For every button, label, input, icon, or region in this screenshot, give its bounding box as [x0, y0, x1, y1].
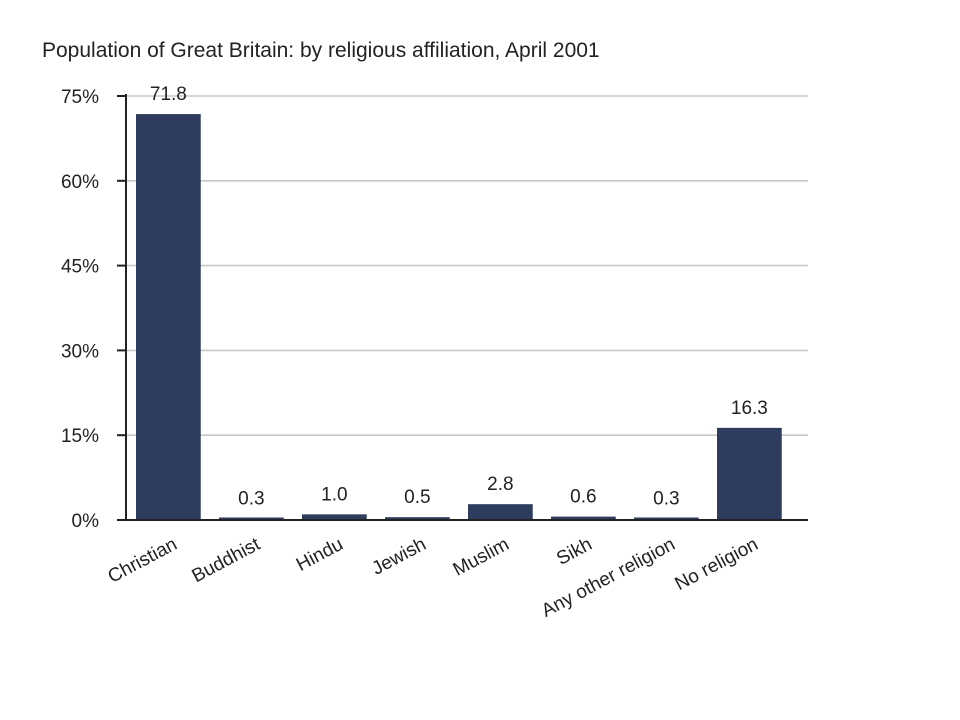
category-label: Muslim	[450, 534, 513, 581]
data-label: 71.8	[150, 84, 187, 105]
bars	[136, 114, 782, 520]
bar-jewish	[385, 517, 450, 520]
gridlines	[126, 95, 808, 437]
bar-sikh	[551, 516, 616, 520]
data-label: 16.3	[731, 398, 768, 419]
y-tick-label: 45%	[61, 257, 99, 278]
y-tick-label: 30%	[61, 341, 99, 362]
y-tick-label: 75%	[61, 87, 99, 108]
category-label: Buddhist	[189, 534, 265, 588]
bar-muslim	[468, 504, 533, 520]
y-tick-labels: 0% 15% 30% 45% 60% 75%	[61, 87, 99, 532]
category-label: Jewish	[369, 534, 430, 580]
data-label: 0.5	[404, 487, 430, 508]
axes	[117, 94, 808, 521]
chart-title: Population of Great Britain: by religiou…	[42, 39, 600, 62]
category-label: No religion	[672, 534, 762, 595]
data-label: 2.8	[487, 474, 513, 495]
y-tick-label: 60%	[61, 172, 99, 193]
bar-no-religion	[717, 427, 782, 520]
data-label: 0.3	[238, 488, 264, 509]
data-label: 0.6	[570, 487, 596, 508]
category-label: Hindu	[293, 534, 347, 576]
bar-hindu	[302, 514, 367, 520]
category-label: Sikh	[553, 534, 596, 570]
category-label: Christian	[105, 534, 181, 588]
data-label: 0.3	[653, 488, 679, 509]
bar-any-other-religion	[634, 517, 699, 520]
y-tick-label: 15%	[61, 426, 99, 447]
data-labels: 71.8 0.3 1.0 0.5 2.8 0.6 0.3 16.3	[150, 84, 768, 509]
bar-christian	[136, 114, 201, 520]
category-labels: Christian Buddhist Hindu Jewish Muslim SikhAn…	[105, 534, 762, 622]
data-label: 1.0	[321, 484, 347, 505]
bar-buddhist	[219, 517, 284, 520]
y-tick-label: 0%	[72, 511, 100, 532]
